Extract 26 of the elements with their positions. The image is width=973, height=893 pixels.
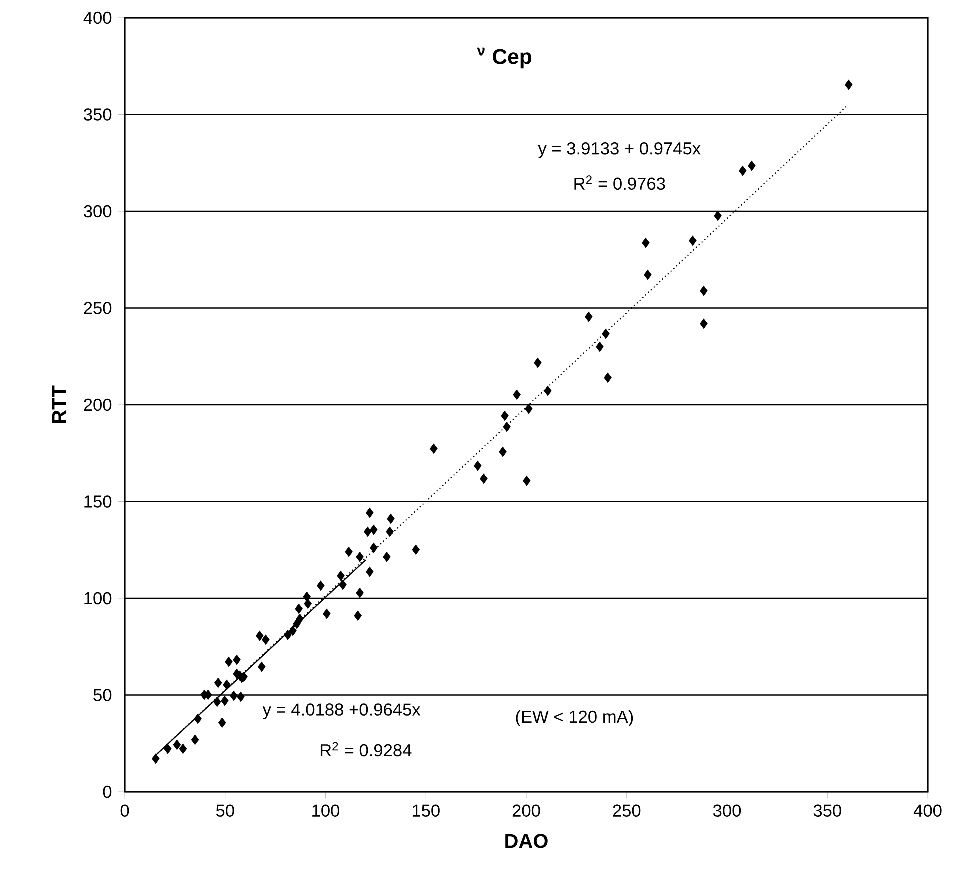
x-tick-label: 250 [613,804,641,817]
x-tick-label: 100 [312,804,340,817]
x-tick-label: 50 [216,804,234,817]
x-tick-label: 200 [512,804,540,817]
x-tick-label: 300 [713,804,742,817]
x-tick-label: 0 [120,804,130,817]
annotation: y = 3.9133 + 0.9745x [538,142,701,158]
y-tick-label: 300 [84,205,112,218]
y-tick-label: 200 [84,398,112,412]
x-axis-title: DAO [506,834,548,848]
y-axis-title: RTT [52,386,66,424]
text: $^{ν}$ Cep [477,48,532,69]
x-tick-label: 350 [814,804,842,817]
x-tick-label: 400 [914,804,942,817]
y-tick-label: 150 [84,496,112,508]
annotation: (EW < 120 mA) [516,710,634,727]
annotation: y = 4.0188 +0.9645x [262,704,421,720]
annotation: R$^{2}$ = 0.9763 [574,176,666,190]
y-tick-label: 400 [84,12,112,24]
x-tick-label: 150 [412,804,440,817]
y-tick-label: 50 [94,689,112,702]
y-tick-label: 0 [103,786,112,798]
y-tick-label: 350 [84,108,112,121]
annotation: R$^{2}$ = 0.9284 [320,742,412,757]
y-tick-label: 250 [84,302,112,314]
y-tick-label: 100 [84,592,112,605]
